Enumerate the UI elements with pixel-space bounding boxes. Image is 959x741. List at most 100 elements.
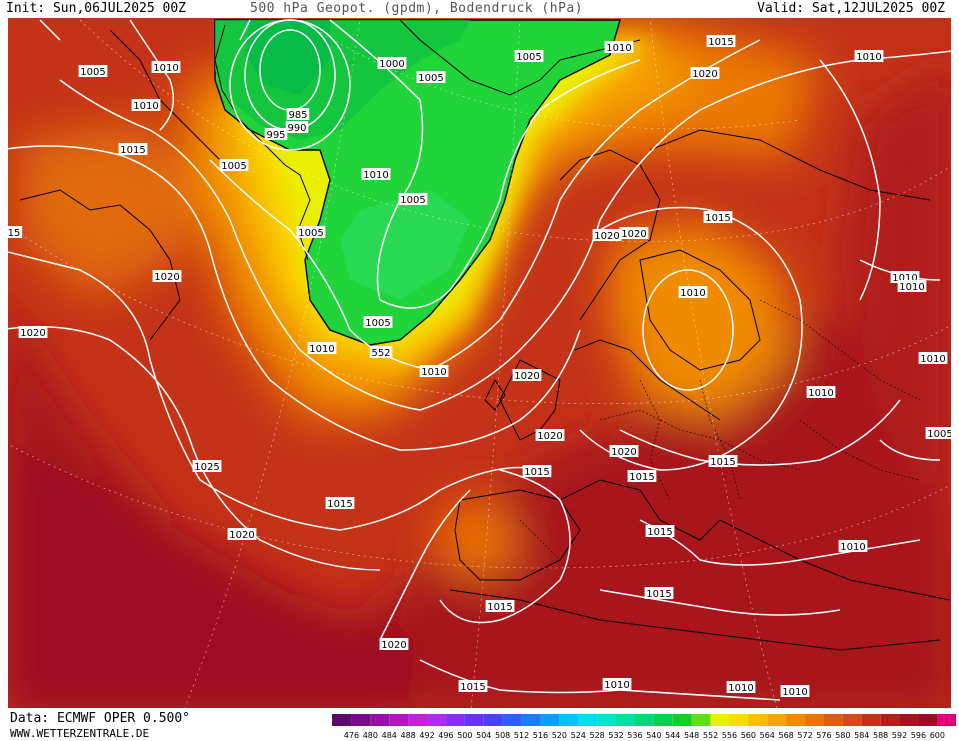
isobar-label-bg (192, 460, 222, 472)
isobar-value: 1020 (229, 530, 254, 541)
isobar-label-bg (806, 386, 836, 398)
isobar-label: 1015 (325, 497, 355, 510)
legend-swatch (502, 714, 522, 726)
isobar-value: 1010 (363, 170, 388, 181)
legend-swatch (767, 714, 787, 726)
legend-tick-label: 528 (590, 731, 605, 740)
isobar-label-bg (369, 346, 393, 358)
valid-time: Valid: Sat,12JUL2025 00Z (757, 1, 945, 16)
isobar-label: 1010 (854, 50, 884, 63)
isobar-label-bg (18, 326, 48, 338)
legend-tick-label: 592 (892, 731, 907, 740)
isobar-label-bg (512, 369, 542, 381)
legend-swatch (918, 714, 938, 726)
legend-tick-label: 540 (646, 731, 661, 740)
isobar-value: 985 (288, 110, 307, 121)
isobar-value: 1010 (899, 282, 924, 293)
isobar-value: 1010 (421, 367, 446, 378)
isobar-value: 1020 (611, 447, 636, 458)
isobar-value: 1020 (514, 371, 539, 382)
isobar-label-bg (726, 681, 756, 693)
isobar-label: 1015 (627, 470, 657, 483)
isobar-label-bg (227, 528, 257, 540)
legend-tick-label: 488 (401, 731, 416, 740)
isobar-label-bg (918, 352, 948, 364)
legend-swatch (653, 714, 673, 726)
init-time: Init: Sun,06JUL2025 00Z (6, 1, 187, 16)
legend-tick-label: 536 (627, 731, 642, 740)
isobar-label-bg (838, 540, 868, 552)
isobar-label: 990 (285, 121, 309, 134)
isobar-value: 1015 (646, 589, 671, 600)
isobar-value: 1015 (487, 602, 512, 613)
legend-swatch (842, 714, 862, 726)
legend-swatch (370, 714, 390, 726)
isobar-label-bg (296, 226, 326, 238)
isobar-label-bg (604, 41, 634, 53)
isobar-label: 1020 (609, 445, 639, 458)
legend-swatch (521, 714, 541, 726)
isobar-label: 995 (264, 128, 288, 141)
isobar-label: 1025 (192, 460, 222, 473)
legend-tick-label: 496 (438, 731, 453, 740)
isobar-value: 1020 (537, 431, 562, 442)
isobar-label: 1010 (361, 168, 391, 181)
isobar-label: 1015 (708, 455, 738, 468)
isobar-label: 1020 (535, 429, 565, 442)
legend-tick-label: 560 (741, 731, 756, 740)
coastlines (19, 19, 951, 651)
isobar-label: 1005 (416, 71, 446, 84)
isobar-label-bg (419, 365, 449, 377)
map-footer: Data: ECMWF OPER 0.500° WWW.WETTERZENTRA… (0, 708, 959, 741)
legend-swatch (559, 714, 579, 726)
isobar-label: 1010 (307, 342, 337, 355)
legend-tick-label: 600 (930, 731, 945, 740)
legend-swatch (823, 714, 843, 726)
legend-swatch (616, 714, 635, 726)
isobar-value: 1005 (365, 318, 390, 329)
legend-swatch (483, 714, 503, 726)
isobar-label: 1005 (78, 65, 108, 78)
isobar-label: 1020 (152, 270, 182, 283)
legend-tick-label: 564 (760, 731, 775, 740)
isobar-value: 1015 (524, 467, 549, 478)
legend-swatch (427, 714, 446, 726)
isobar-label: 1010 (838, 540, 868, 553)
isobar-value: 552 (371, 348, 390, 359)
isobar-value: 990 (287, 123, 306, 134)
isobar-label: 1020 (512, 369, 542, 382)
isobar-label: 1020 (619, 227, 649, 240)
isobar-value: 1020 (20, 328, 45, 339)
isobar-value: 15 (8, 228, 20, 239)
isobar-label: 1015 (522, 465, 552, 478)
isobar-label: 552 (369, 346, 393, 359)
isobar-value: 1020 (692, 69, 717, 80)
isobar-value: 1005 (418, 73, 443, 84)
isobar-label: 1015 (644, 587, 674, 600)
isobar-label-bg (458, 680, 488, 692)
isobar-label-bg (690, 67, 720, 79)
website-credit: WWW.WETTERZENTRALE.DE (10, 727, 150, 740)
legend-tick-label: 524 (571, 731, 586, 740)
data-source: Data: ECMWF OPER 0.500° (10, 711, 191, 726)
legend-swatch (445, 714, 465, 726)
isobar-label: 1005 (296, 226, 326, 239)
isobar-value: 1025 (194, 462, 219, 473)
isobar-value: 1020 (621, 229, 646, 240)
isobar-label-bg (925, 427, 951, 439)
legend-tick-label: 572 (797, 731, 812, 740)
isobar-value: 1015 (647, 527, 672, 538)
legend-swatch (861, 714, 881, 726)
isobar-label: 1015 (703, 211, 733, 224)
isobar-label-bg (325, 497, 355, 509)
isobar-label-bg (377, 57, 407, 69)
isobar-label-bg (678, 286, 708, 298)
isobar-label-bg (379, 638, 409, 650)
legend-swatch (464, 714, 484, 726)
isobar-label-bg (627, 470, 657, 482)
isobar-label: 1015 (458, 680, 488, 693)
isobar-label-bg (219, 159, 249, 171)
legend-swatch (578, 714, 598, 726)
isobar-label: 1020 (18, 326, 48, 339)
legend-tick-label: 500 (457, 731, 472, 740)
